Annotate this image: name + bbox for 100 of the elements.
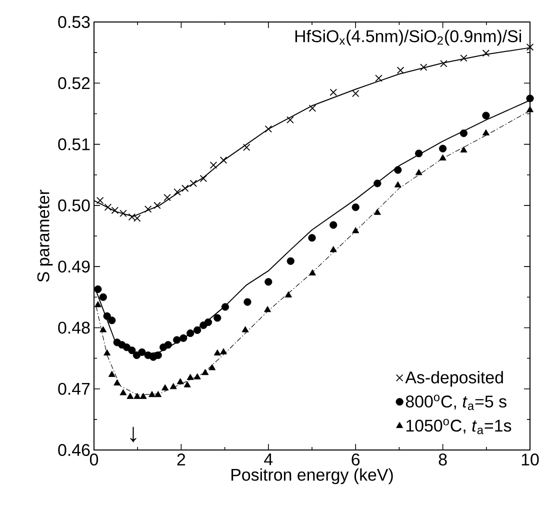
y-axis-title: S parameter <box>37 190 53 282</box>
point <box>396 66 404 74</box>
y-tick-label: 0.47 <box>58 382 90 395</box>
point <box>394 181 402 188</box>
point <box>194 373 201 380</box>
y-tick-label: 0.48 <box>58 322 90 334</box>
y-tick-label: 0.49 <box>58 260 90 273</box>
point <box>330 246 337 252</box>
x-tick-label: 0 <box>90 454 98 466</box>
point <box>440 60 448 68</box>
point <box>220 348 227 354</box>
point <box>200 174 208 182</box>
point <box>394 166 402 174</box>
point <box>352 227 360 234</box>
point <box>375 74 382 82</box>
point <box>415 169 422 176</box>
point <box>120 389 127 396</box>
point <box>420 64 428 71</box>
point <box>190 180 198 188</box>
point <box>460 129 468 138</box>
y-tick-label: 0.50 <box>58 199 90 212</box>
point <box>148 390 156 398</box>
point <box>120 210 127 218</box>
point <box>180 334 188 342</box>
x-tick-label: 4 <box>264 454 273 466</box>
annotation: ↓ <box>130 426 136 442</box>
point <box>138 348 146 356</box>
point <box>264 306 272 312</box>
point <box>114 379 121 386</box>
point <box>220 156 228 164</box>
point <box>204 318 212 326</box>
legend-label: 800$^{o}$C, t$_{a}$=5 s <box>406 394 506 410</box>
legend-label: 1050$^{o}$C, t$_{a}$=1s <box>406 418 512 434</box>
point <box>111 206 119 214</box>
point <box>94 285 102 293</box>
point <box>140 392 147 399</box>
y-tick-label: 0.52 <box>58 77 90 90</box>
point <box>482 129 490 136</box>
point <box>330 88 337 96</box>
point <box>214 314 222 322</box>
point <box>284 291 292 298</box>
point <box>154 351 162 360</box>
point <box>99 293 107 301</box>
point <box>104 204 112 211</box>
point <box>244 298 252 306</box>
point <box>526 106 534 112</box>
point <box>126 392 134 399</box>
point <box>482 50 490 57</box>
x-axis-title: Positron energy (keV) <box>231 468 393 484</box>
point <box>128 346 136 354</box>
point <box>170 383 177 390</box>
x-tick-label: 6 <box>352 454 360 466</box>
point <box>100 326 107 332</box>
point <box>439 154 446 160</box>
annotation: HfSiO$_{x}$(4.5nm)/SiO$_{2}$(0.9nm)/Si <box>295 30 521 46</box>
point <box>286 257 294 265</box>
point <box>184 381 191 388</box>
point <box>202 368 209 376</box>
point <box>264 278 272 286</box>
point <box>460 54 468 62</box>
point <box>374 180 382 188</box>
point <box>286 116 294 124</box>
point <box>104 349 111 356</box>
point <box>214 349 221 356</box>
point <box>308 104 316 112</box>
y-tick-label: 0.51 <box>58 138 90 150</box>
point <box>154 390 162 398</box>
point <box>94 301 102 308</box>
y-tick-label: 0.53 <box>58 16 90 28</box>
point <box>352 203 360 212</box>
point <box>186 374 194 380</box>
point <box>210 161 218 169</box>
point <box>460 146 468 152</box>
point <box>242 144 250 151</box>
legend-label: As-deposited <box>405 371 503 387</box>
x-tick-label: 8 <box>438 454 447 466</box>
point <box>264 125 272 133</box>
point <box>330 221 338 229</box>
point <box>526 94 534 102</box>
point <box>108 370 116 377</box>
point <box>134 392 141 399</box>
y-tick-label: 0.46 <box>58 444 90 456</box>
point <box>181 184 189 192</box>
point <box>186 329 194 338</box>
point <box>108 316 116 324</box>
point <box>173 336 181 344</box>
point <box>174 188 181 196</box>
x-tick-label: 2 <box>177 454 186 466</box>
point <box>176 378 184 384</box>
point <box>194 326 202 334</box>
point <box>308 269 316 276</box>
point <box>144 205 152 213</box>
point <box>154 202 161 210</box>
point <box>374 208 381 215</box>
x-tick-label: 10 <box>522 454 539 466</box>
point <box>208 364 216 370</box>
point <box>308 234 316 242</box>
point <box>439 144 447 152</box>
point <box>164 341 172 349</box>
point <box>103 312 111 320</box>
